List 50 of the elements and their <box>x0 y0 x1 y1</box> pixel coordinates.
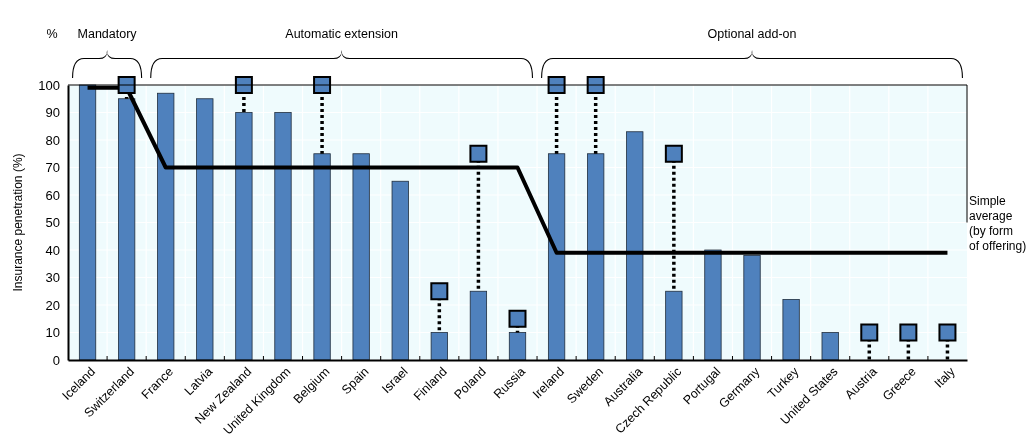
y-tick-label: 90 <box>45 105 60 121</box>
point <box>430 282 449 301</box>
y-tick-label: 40 <box>45 242 60 258</box>
bar <box>196 98 214 361</box>
bar <box>235 112 253 361</box>
point <box>508 309 527 328</box>
bar <box>274 112 292 361</box>
y-tick-label: 80 <box>45 132 60 148</box>
point <box>860 323 879 342</box>
y-axis-title: Insurance penetration (%) <box>11 153 25 292</box>
point <box>117 76 136 94</box>
bar <box>430 332 448 361</box>
point <box>313 76 332 94</box>
y-tick-label: 10 <box>45 325 60 341</box>
series-label: Simple average (by form of offering) <box>969 193 1027 253</box>
y-tick-label: 20 <box>45 297 60 313</box>
bar <box>508 332 527 361</box>
text: Optional add-on <box>707 27 797 41</box>
bar <box>626 131 644 361</box>
bar <box>469 290 488 361</box>
point <box>899 323 918 342</box>
text: Automatic extension <box>285 27 398 41</box>
bar <box>118 98 136 361</box>
bar <box>78 84 97 361</box>
bar <box>704 249 722 361</box>
y-tick-label: 50 <box>45 215 60 231</box>
point <box>234 76 253 94</box>
text: Mandatory <box>77 27 138 41</box>
bar <box>157 92 175 361</box>
bar <box>547 153 566 361</box>
bar <box>665 290 683 361</box>
bar <box>352 153 370 361</box>
y-tick-label: 60 <box>45 187 60 203</box>
y-tick-label: 70 <box>45 160 60 176</box>
text: % <box>46 27 58 41</box>
point <box>469 144 488 163</box>
bar <box>313 153 331 361</box>
point <box>664 144 683 163</box>
point <box>938 323 957 342</box>
bar <box>391 180 409 361</box>
point <box>586 76 605 94</box>
x-tick-label: Italy <box>931 364 959 391</box>
bar <box>782 299 800 361</box>
bar <box>821 332 839 361</box>
bar <box>743 255 761 361</box>
y-tick-label: 30 <box>45 270 60 286</box>
y-tick-label: 100 <box>38 77 60 93</box>
point <box>547 76 566 94</box>
bar <box>587 153 605 361</box>
y-tick-label: 0 <box>52 352 60 368</box>
